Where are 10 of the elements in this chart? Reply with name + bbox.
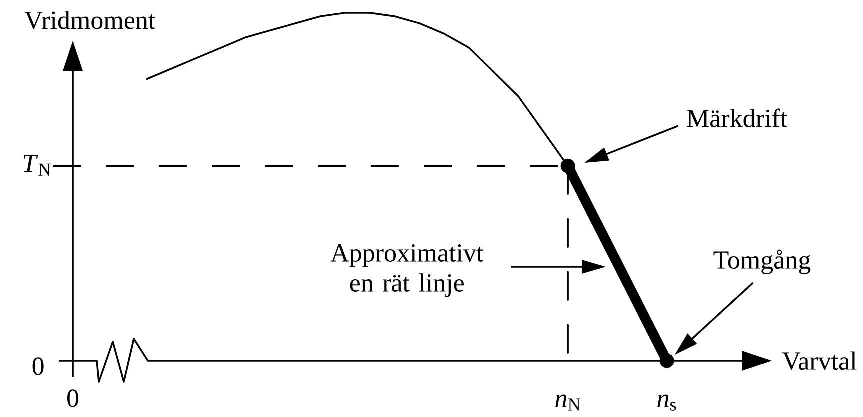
x-tick-label: 0: [68, 390, 79, 408]
annotation: Tomgång: [714, 250, 811, 274]
x-axis-title: Varvtal: [782, 352, 857, 370]
x-tick-label: n$_{N}$: [556, 394, 580, 411]
annotation: Märkdrift: [687, 108, 788, 128]
text: 0: [32, 358, 44, 376]
ref-line-label: T$_{N}$: [24, 155, 51, 176]
x-tick-label: n$_{s}$: [658, 394, 676, 411]
y-axis-title: Vridmoment: [24, 10, 156, 30]
annotation: Approximativt en rät linje: [330, 244, 484, 298]
